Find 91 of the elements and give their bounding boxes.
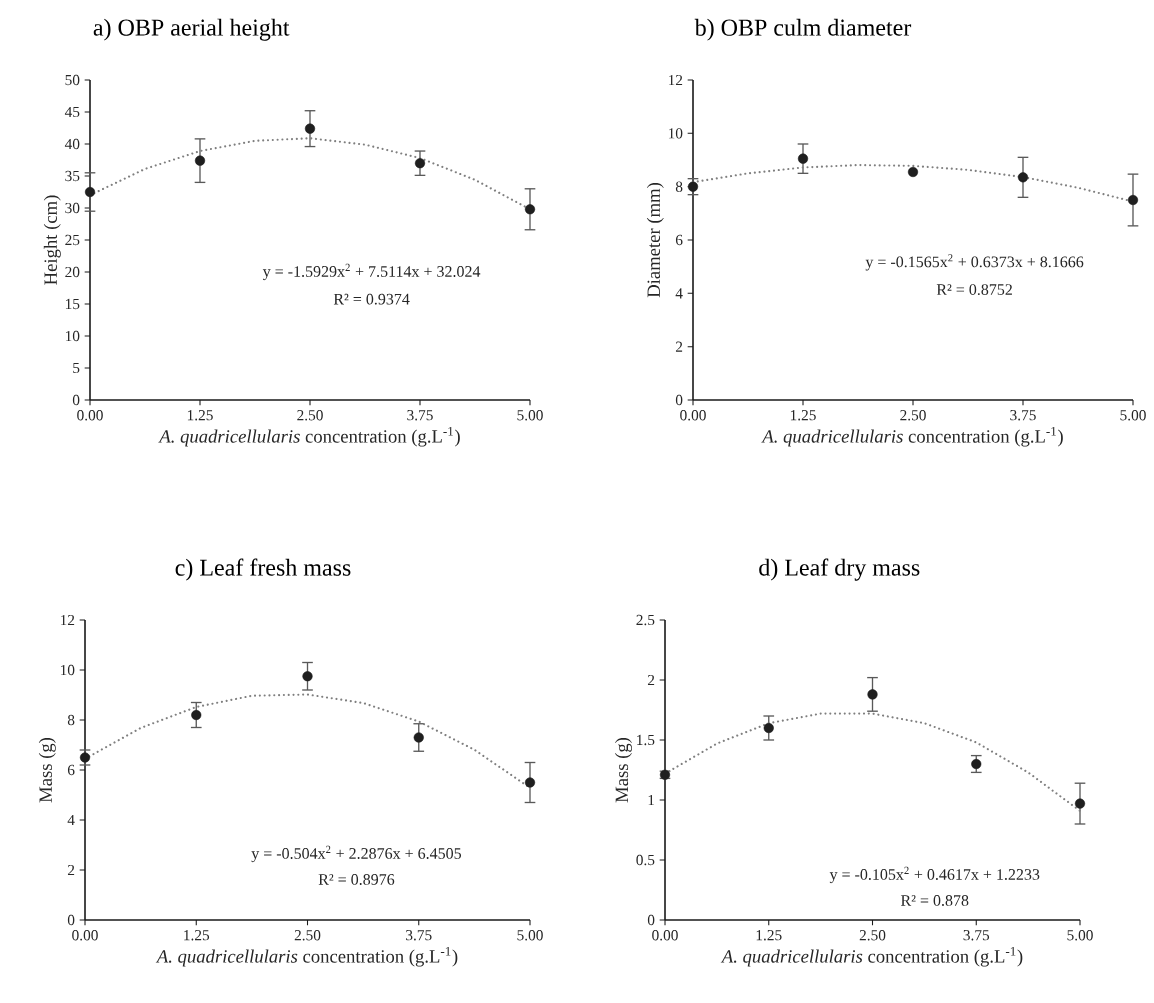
x-tick-label: 0.00	[77, 410, 103, 421]
y-axis-title: Mass (g)	[38, 737, 56, 803]
x-tick-label: 3.75	[407, 410, 433, 421]
x-tick-label: 5.00	[517, 930, 543, 941]
x-axis-title: A. quadricellularis concentration (g.L$^{-1}$)	[720, 946, 1023, 967]
y-tick-label: 2.5	[636, 614, 655, 626]
x-tick-label: 5.00	[1120, 410, 1146, 421]
y-tick-label: 0.5	[636, 854, 655, 866]
annotation: y = -0.1565x$^{2}$ + 0.6373x + 8.1666	[865, 254, 1084, 271]
x-tick-label: 1.25	[790, 410, 816, 421]
annotation: y = -0.504x$^{2}$ + 2.2876x + 6.4505	[251, 845, 462, 863]
x-tick-label: 3.75	[963, 930, 990, 941]
x-tick-label: 2.50	[859, 930, 886, 941]
x-tick-label: 2.50	[900, 410, 926, 421]
annotation: R² = 0.8976	[318, 874, 395, 885]
x-tick-label: 5.00	[517, 410, 543, 421]
x-tick-label: 0.00	[72, 930, 98, 941]
annotation: R² = 0.878	[900, 895, 969, 906]
point	[1074, 798, 1086, 809]
y-tick-label: 25	[65, 234, 80, 246]
point	[907, 166, 919, 178]
y-tick-label: 40	[64, 138, 80, 150]
y-tick-label: 10	[65, 330, 80, 342]
point	[194, 155, 206, 166]
y-tick-label: 2	[675, 341, 683, 352]
y-tick-label: 8	[67, 714, 75, 726]
point	[191, 709, 202, 721]
y-axis-title: Height (cm)	[43, 195, 61, 285]
point	[1017, 172, 1029, 183]
x-axis-title: A. quadricellularis concentration (g.L$^{-1}$)	[155, 946, 458, 967]
y-tick-label: 35	[65, 170, 80, 182]
annotation: y = -1.5929x$^{2}$ + 7.5114x + 32.024	[262, 263, 481, 281]
point	[413, 732, 424, 743]
y-tick-label: 0	[67, 914, 75, 926]
point	[302, 671, 313, 682]
annotation: R² = 0.9374	[333, 293, 410, 305]
x-tick-label: 0.00	[652, 930, 678, 941]
y-tick-label: 45	[64, 106, 80, 118]
x-tick-label: 2.50	[297, 410, 323, 421]
point	[867, 689, 878, 700]
x-tick-label: 1.25	[756, 930, 782, 941]
chart-title: d) Leaf dry mass	[759, 558, 920, 581]
point	[687, 181, 699, 192]
x-tick-label: 1.25	[187, 410, 213, 421]
y-tick-label: 4	[675, 288, 683, 299]
y-tick-label: 6	[67, 764, 75, 776]
y-tick-label: 12	[60, 614, 75, 626]
point	[524, 204, 536, 215]
x-axis-title: A. quadricellularis concentration (g.L$^{-1}$)	[761, 426, 1063, 447]
chart-title: a) OBP aerial height	[93, 18, 290, 41]
y-tick-label: 12	[668, 74, 683, 86]
chart-title: c) Leaf fresh mass	[175, 558, 351, 581]
point	[304, 123, 316, 134]
point	[763, 722, 774, 734]
y-tick-label: 1.5	[637, 734, 655, 746]
y-tick-label: 0	[72, 394, 80, 406]
y-tick-label: 10	[668, 128, 683, 139]
annotation: y = -0.105x$^{2}$ + 0.4617x + 1.2233	[829, 866, 1040, 884]
y-axis-title: Mass (g)	[614, 737, 632, 803]
point	[659, 769, 671, 780]
y-tick-label: 10	[60, 664, 75, 676]
x-tick-label: 1.25	[184, 930, 210, 941]
y-tick-label: 20	[65, 266, 80, 278]
y-tick-label: 6	[675, 234, 683, 246]
point	[1127, 194, 1139, 206]
y-tick-label: 15	[65, 298, 80, 310]
x-tick-label: 3.75	[406, 930, 432, 941]
y-tick-label: 8	[675, 181, 683, 192]
x-tick-label: 0.00	[680, 410, 706, 421]
y-tick-label: 0	[675, 394, 683, 406]
chart-title: b) OBP culm diameter	[694, 18, 912, 41]
y-tick-label: 0	[647, 914, 655, 926]
annotation: R² = 0.8752	[936, 284, 1012, 296]
x-tick-label: 5.00	[1067, 930, 1093, 941]
y-tick-label: 50	[65, 74, 80, 86]
y-tick-label: 4	[67, 814, 75, 826]
x-tick-label: 2.50	[294, 930, 321, 941]
x-tick-label: 3.75	[1010, 410, 1036, 421]
y-tick-label: 5	[73, 362, 80, 374]
point	[797, 153, 809, 164]
y-tick-label: 2	[647, 674, 655, 686]
y-tick-label: 2	[67, 864, 75, 876]
point	[414, 158, 426, 169]
y-tick-label: 1	[648, 794, 655, 806]
point	[84, 186, 96, 198]
x-axis-title: A. quadricellularis concentration (g.L$^{-1}$)	[158, 426, 460, 447]
point	[971, 758, 982, 770]
y-tick-label: 30	[65, 202, 80, 214]
y-axis-title: Diameter (mm)	[646, 183, 664, 298]
point	[524, 777, 536, 788]
point	[79, 752, 91, 763]
